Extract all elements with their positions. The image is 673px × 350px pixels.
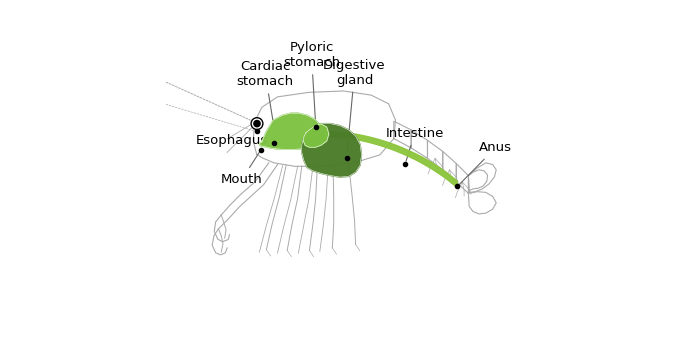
Polygon shape [302,124,361,177]
Text: Pyloric
stomach: Pyloric stomach [283,41,340,122]
Polygon shape [468,170,487,194]
Polygon shape [468,163,496,192]
Text: Anus: Anus [459,141,512,184]
Text: Esophagus: Esophagus [197,131,269,147]
Text: Cardiac
stomach: Cardiac stomach [237,60,294,124]
Polygon shape [304,124,329,147]
Polygon shape [394,121,411,148]
Polygon shape [259,113,322,149]
Circle shape [254,120,260,127]
Polygon shape [411,130,427,158]
Polygon shape [326,132,458,188]
Circle shape [251,118,263,130]
Text: Mouth: Mouth [221,152,263,186]
Text: Intestine: Intestine [386,127,444,161]
Polygon shape [443,152,456,182]
Text: Digestive
gland: Digestive gland [323,58,386,152]
Polygon shape [456,163,468,194]
Polygon shape [468,192,496,214]
Polygon shape [427,140,443,170]
Polygon shape [253,91,396,166]
